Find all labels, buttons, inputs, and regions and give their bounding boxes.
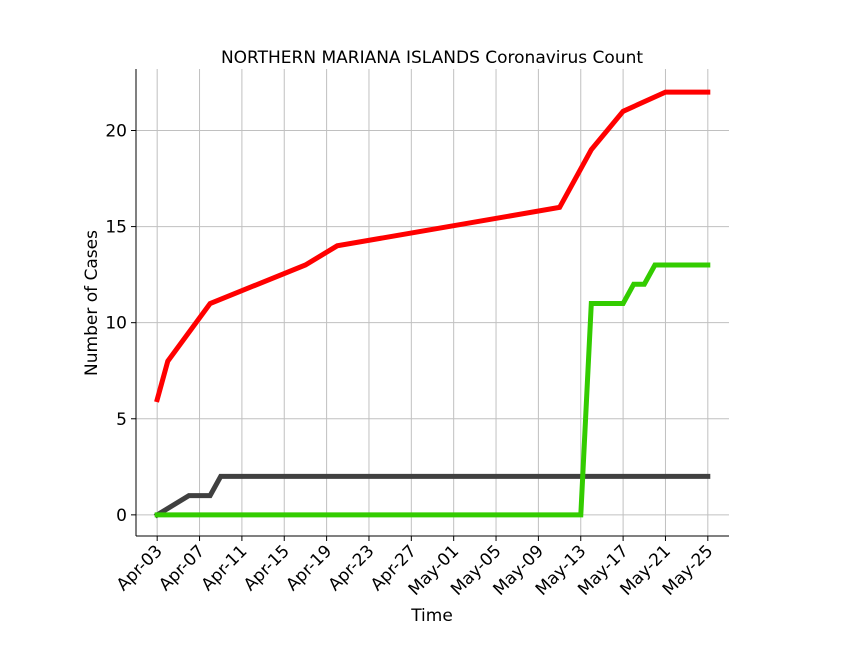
x-tick-label: Apr-11 — [198, 541, 252, 595]
series-line-0 — [154, 89, 711, 403]
axes-layer: Apr-03Apr-07Apr-11Apr-15Apr-19Apr-23Apr-… — [105, 69, 729, 600]
x-tick-label: Apr-15 — [240, 541, 294, 595]
y-tick-label: 10 — [105, 314, 127, 334]
y-axis-label: Number of Cases — [82, 230, 102, 376]
y-tick-label: 20 — [105, 121, 127, 141]
y-tick-label: 5 — [116, 410, 127, 430]
x-tick-label: Apr-07 — [155, 541, 209, 595]
x-axis-label: Time — [410, 606, 453, 626]
series-line-1 — [153, 473, 711, 519]
x-tick-label: Apr-03 — [113, 541, 167, 595]
y-tick-label: 15 — [105, 218, 127, 238]
chart-title: NORTHERN MARIANA ISLANDS Coronavirus Cou… — [221, 48, 643, 68]
x-tick-label: Apr-23 — [325, 541, 379, 595]
x-tick-label: Apr-19 — [282, 541, 336, 595]
series-line-2 — [154, 262, 711, 518]
y-tick-label: 0 — [116, 506, 127, 526]
grid-layer — [136, 69, 729, 536]
series-layer — [153, 89, 711, 519]
